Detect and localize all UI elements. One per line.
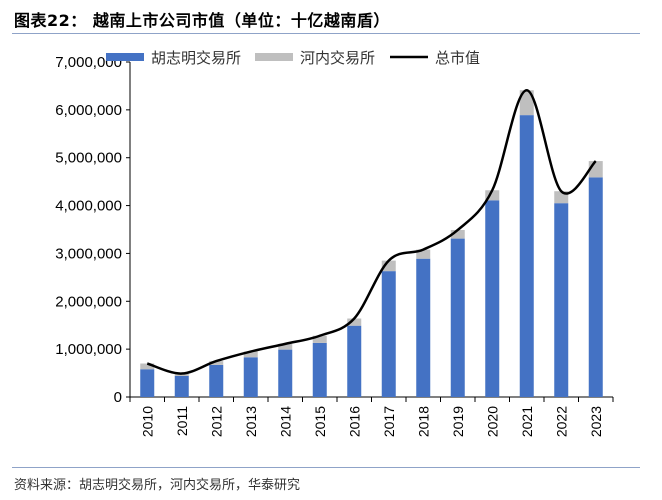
bar-2018-hose [416, 258, 431, 397]
source-note: 资料来源：胡志明交易所，河内交易所，华泰研究 [14, 478, 301, 493]
title-divider [12, 33, 640, 34]
x-tick-label: 2015 [312, 406, 328, 437]
bar-2019-hnx [450, 229, 465, 239]
bar-2018-hnx [416, 249, 431, 259]
x-tick-label: 2014 [277, 406, 293, 437]
legend-label-2: 总市值 [435, 49, 480, 67]
bar-2011-hose [174, 375, 189, 397]
bar-2015-hose [312, 342, 327, 397]
y-tick-label: 6,000,000 [55, 102, 122, 119]
x-tick-label: 2016 [346, 406, 362, 437]
legend-label-0: 胡志明交易所 [151, 49, 241, 67]
legend-label-1: 河内交易所 [300, 49, 375, 67]
x-tick-label: 2022 [553, 406, 569, 437]
bar-2021-hnx [519, 90, 534, 116]
bar-2016-hnx [347, 318, 362, 326]
line-total-market-cap [146, 88, 597, 375]
y-tick-label: 4,000,000 [55, 198, 122, 215]
bar-2014-hnx [278, 343, 293, 350]
x-tick-label: 2011 [174, 406, 190, 436]
bar-2014-hose [278, 349, 293, 397]
bar-2016-hose [347, 325, 362, 397]
bar-2020-hnx [485, 190, 500, 201]
bar-2020-hose [485, 200, 500, 397]
x-tick-label: 2023 [588, 406, 604, 437]
y-tick-label: 3,000,000 [55, 245, 122, 262]
x-tick-label: 2020 [484, 406, 500, 437]
x-tick-label: 2019 [450, 406, 466, 437]
y-tick-label: 0 [114, 389, 122, 406]
bar-2017-hnx [381, 260, 396, 272]
source-divider [12, 467, 640, 468]
x-tick-label: 2010 [139, 406, 155, 437]
x-tick-label: 2021 [519, 406, 535, 437]
y-tick-label: 2,000,000 [55, 293, 122, 310]
bar-2010-hose [140, 369, 155, 397]
y-tick-label: 1,000,000 [55, 341, 122, 358]
bar-2010-hnx [140, 363, 155, 370]
legend-swatch-0 [106, 53, 144, 61]
chart-title: 图表22： 越南上市公司市值（单位：十亿越南盾） [14, 11, 390, 30]
legend-swatch-1 [255, 53, 293, 61]
x-tick-label: 2013 [243, 406, 259, 437]
x-tick-label: 2012 [208, 406, 224, 437]
bar-2012-hnx [209, 361, 224, 365]
bar-2013-hose [243, 357, 258, 397]
y-tick-label: 7,000,000 [55, 54, 122, 71]
bar-2023-hose [588, 177, 603, 397]
bar-2022-hose [554, 203, 569, 397]
bar-2013-hnx [243, 351, 258, 358]
chart-svg: 0 1,000,000 2,000,000 3,000,000 4,000,000 5,0… [55, 49, 614, 437]
x-tick-label: 2017 [381, 406, 397, 437]
bar-2022-hnx [554, 191, 569, 204]
bar-2015-hnx [312, 335, 327, 343]
bar-2017-hose [381, 271, 396, 397]
bar-2019-hose [450, 238, 465, 397]
x-tick-label: 2018 [415, 406, 431, 437]
bar-2021-hose [519, 115, 534, 397]
y-tick-label: 5,000,000 [55, 150, 122, 167]
bar-2012-hose [209, 364, 224, 397]
